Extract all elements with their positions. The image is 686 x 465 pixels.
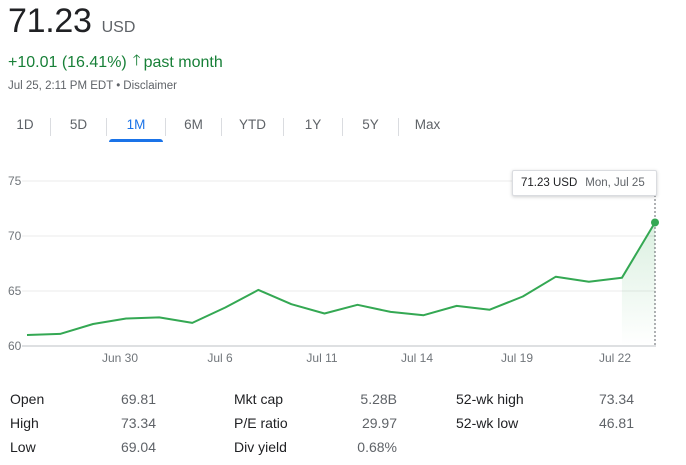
tab-1d[interactable]: 1D [16,117,34,132]
tab-5y[interactable]: 5Y [362,117,379,132]
tab-divider [50,118,51,136]
x-tick-label: Jul 22 [599,351,631,365]
x-tick-label: Jul 6 [207,351,233,365]
tooltip-date: Mon, Jul 25 [585,177,645,189]
stat-52wk-high-value: 73.34 [598,391,634,407]
stat-52wk-low-label: 52-wk low [456,415,519,431]
stat-open-label: Open [10,391,45,407]
tab-1m[interactable]: 1M [107,112,165,142]
stat-high-label: High [10,415,39,431]
y-tick-label: 70 [8,229,22,243]
tab-ytd[interactable]: YTD [239,117,266,132]
tab-divider [165,118,166,136]
stat-mkt-cap-value: 5.28B [360,391,397,407]
stat-mkt-cap-label: Mkt cap [234,391,284,407]
chart-gridlines [22,180,656,347]
arrow-up-icon: 🡑 [132,52,141,69]
y-axis-labels: 75 70 65 60 [8,174,22,353]
x-axis-labels: Jun 30 Jul 6 Jul 11 Jul 14 Jul 19 Jul 22 [102,351,631,365]
x-tick-label: Jul 11 [306,351,337,365]
tab-max[interactable]: Max [414,117,441,132]
stat-div-yield-label: Div yield [234,439,287,455]
x-tick-label: Jul 19 [501,351,533,365]
price-line [26,221,656,336]
price-area-fill [621,222,655,346]
x-tick-label: Jun 30 [102,351,138,365]
tab-5d[interactable]: 5D [69,117,88,132]
y-tick-label: 75 [8,174,22,188]
change-period: past month [143,53,223,71]
quote-meta: Jul 25, 2:11 PM EDT • Disclaimer [8,80,177,92]
stat-low-value: 69.04 [120,439,156,455]
tab-6m[interactable]: 6M [184,117,203,132]
stat-open-value: 69.81 [120,391,156,407]
disclaimer-link[interactable]: Disclaimer [123,80,177,92]
tab-divider [221,118,222,136]
x-tick-label: Jul 14 [401,351,433,365]
stat-low-label: Low [10,439,36,455]
price-change: +10.01 (16.41%) 🡑 past month [8,50,223,75]
price-tooltip: 71.23 USD Mon, Jul 25 [512,170,657,196]
tab-divider [398,118,399,136]
meta-separator: • [116,80,121,92]
tab-divider [283,118,284,136]
current-price: 71.23 [8,2,92,40]
range-tabs: 1D 5D 1M 6M YTD 1Y 5Y Max [0,112,456,142]
stat-pe-ratio-label: P/E ratio [234,415,288,431]
price-header: 71.23 USD [8,2,135,41]
currency-code: USD [101,19,136,36]
change-amount: +10.01 (16.41%) [8,53,127,71]
y-tick-label: 60 [8,339,22,353]
tab-divider [106,118,107,136]
stat-52wk-high-label: 52-wk high [456,391,524,407]
tab-divider [342,118,343,136]
stat-high-value: 73.34 [120,415,156,431]
timestamp: Jul 25, 2:11 PM EDT [8,80,114,92]
current-price-dot [651,218,659,227]
tab-1y[interactable]: 1Y [304,117,322,132]
tooltip-value: 71.23 USD [521,177,578,189]
stat-pe-ratio-value: 29.97 [361,415,397,431]
stat-div-yield-value: 0.68% [357,439,397,455]
y-tick-label: 65 [8,284,22,298]
stat-52wk-low-value: 46.81 [598,415,634,431]
